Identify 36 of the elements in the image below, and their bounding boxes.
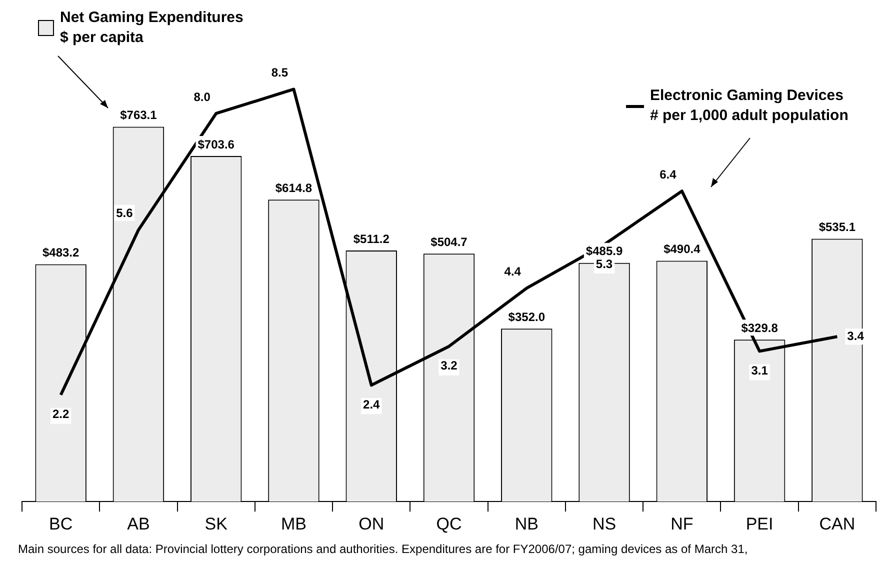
x-tick-label: AB bbox=[127, 514, 150, 534]
data-label: 2.4 bbox=[363, 397, 380, 412]
x-tick-label: PEI bbox=[746, 514, 774, 534]
x-tick-label: QC bbox=[436, 514, 462, 534]
x-tick-label: CAN bbox=[819, 514, 856, 534]
data-label: $763.1 bbox=[120, 108, 158, 122]
x-tick-label: NF bbox=[670, 514, 694, 534]
legend-label: Net Gaming Expenditures $ per capita bbox=[60, 8, 244, 48]
data-label: $329.8 bbox=[741, 320, 778, 335]
data-label: 5.6 bbox=[116, 206, 134, 220]
data-label: 3.4 bbox=[847, 328, 864, 343]
data-label: $703.6 bbox=[198, 137, 235, 152]
data-label: $614.8 bbox=[275, 180, 312, 195]
legend-label: Electronic Gaming Devices # per 1,000 adult population bbox=[650, 86, 848, 126]
data-label: $504.7 bbox=[430, 234, 468, 249]
x-tick-label: ON bbox=[358, 514, 384, 534]
x-tick-label: NB bbox=[514, 514, 538, 534]
data-label: 3.1 bbox=[751, 364, 768, 378]
data-label: 8.5 bbox=[271, 66, 288, 80]
data-label: $535.1 bbox=[818, 220, 856, 234]
x-tick-label: BC bbox=[49, 514, 73, 534]
data-label: 6.4 bbox=[660, 167, 677, 182]
x-tick-label: SK bbox=[204, 514, 228, 534]
text: Main sources for all data: Provincial lottery corporations and authorities. Expenditures are for FY2006/07; gaming devices as of March 31, bbox=[18, 542, 748, 556]
x-tick-label: NS bbox=[592, 514, 616, 534]
data-label: $485.9 bbox=[586, 244, 623, 258]
data-label: 8.0 bbox=[194, 90, 211, 104]
data-label: 2.2 bbox=[52, 407, 70, 422]
data-label: $352.0 bbox=[508, 310, 546, 324]
data-label: $490.4 bbox=[664, 242, 701, 256]
data-label: 4.4 bbox=[504, 264, 522, 278]
x-tick-label: MB bbox=[280, 514, 306, 534]
data-label: $483.2 bbox=[42, 246, 80, 260]
data-label: 5.3 bbox=[596, 256, 613, 271]
data-label: $511.2 bbox=[353, 232, 390, 246]
data-label: 3.2 bbox=[440, 358, 458, 373]
